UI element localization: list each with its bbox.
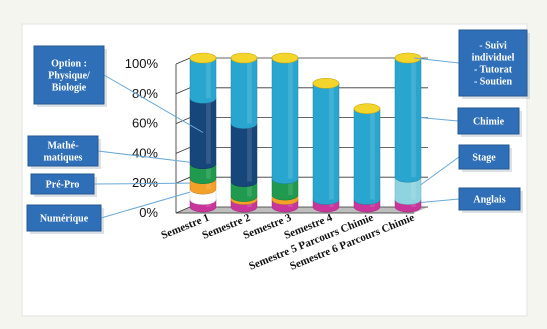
bar-segment <box>230 123 258 187</box>
legend-box-stage: Stage <box>458 144 512 172</box>
legend-callout-line <box>413 57 460 64</box>
legend-box-label: Physique/ <box>48 71 90 82</box>
bar-shine <box>206 98 211 164</box>
bar-shine <box>247 123 252 182</box>
legend-box-option: Option :Physique/Biologie <box>33 45 107 107</box>
legend-callout-line <box>93 182 191 185</box>
y-tick-label: 40% <box>132 145 158 160</box>
bar-shine <box>206 58 211 99</box>
legend-callout-line <box>420 156 460 186</box>
legend-box-numerique: Numérique <box>26 204 104 234</box>
legend-box-bg <box>458 29 528 97</box>
bar-shine <box>370 108 375 200</box>
legend-box-bg <box>30 173 95 195</box>
bar-shine <box>411 177 416 200</box>
legend-box-label: Numérique <box>40 214 89 225</box>
bar-shine <box>329 83 334 200</box>
legend-box-label: Biologie <box>52 83 87 94</box>
legend-box-label: - Suivi <box>479 41 507 52</box>
legend-box-bg <box>458 144 510 170</box>
bar-stack <box>230 52 258 213</box>
legend-box-label: Anglais <box>473 195 505 206</box>
legend-callout-line <box>97 150 191 163</box>
bar-shine <box>288 58 293 179</box>
y-tick-label: 60% <box>132 116 158 131</box>
y-tick-label: 80% <box>132 86 158 101</box>
bar-stack <box>394 52 422 213</box>
y-tick-label: 0% <box>139 205 158 220</box>
legend-box-label: Option : <box>51 59 87 70</box>
bar-stack <box>312 78 340 213</box>
legend-box-label: Chimie <box>473 117 505 128</box>
legend-box-prepro: Pré-Pro <box>30 173 97 197</box>
legend-box-label: Pré-Pro <box>46 180 80 191</box>
legend-box-chimie: Chimie <box>457 107 522 137</box>
bar-top-cap <box>353 103 381 114</box>
legend-callout-line <box>100 191 191 219</box>
bar-stack <box>353 103 381 213</box>
legend-box-bg <box>457 107 520 135</box>
legend-box-label: individuel <box>472 53 515 64</box>
bar-top-cap <box>271 52 299 64</box>
legend-callout-line <box>420 117 459 122</box>
bar-segment <box>189 57 217 104</box>
legend-callout-line <box>103 74 204 133</box>
legend-box-bg <box>33 45 105 105</box>
legend-box-label: Mathé- <box>47 141 78 152</box>
bar-segment <box>230 57 258 129</box>
legend-box-label: matiques <box>44 153 83 164</box>
bar-shine <box>411 58 416 178</box>
bar-segment <box>312 83 340 205</box>
legend-callout-line <box>420 198 460 204</box>
legend-box-label: - Soutien <box>474 77 513 88</box>
bar-top-cap <box>394 52 422 64</box>
legend-box-label: - Tutorat <box>474 65 513 76</box>
bar-segment <box>394 57 422 183</box>
y-tick-label: 20% <box>132 175 158 190</box>
bar-shine <box>247 58 252 124</box>
bar-top-cap <box>189 52 217 64</box>
legend-box-bg <box>27 135 99 167</box>
legend-box-math: Mathé-matiques <box>27 135 101 169</box>
y-tick-label: 100% <box>125 56 159 71</box>
legend-box-bg <box>458 187 521 211</box>
bar-top-cap <box>312 78 340 89</box>
bar-segment <box>353 108 381 205</box>
bar-stack <box>189 52 217 213</box>
bar-stack <box>271 52 299 213</box>
bar-segment <box>189 98 217 170</box>
legend-box-anglais: Anglais <box>458 187 523 213</box>
bar-top-cap <box>230 52 258 64</box>
legend-box-bg <box>26 204 102 232</box>
bar-segment <box>271 57 299 184</box>
legend-box-label: Stage <box>472 153 496 164</box>
